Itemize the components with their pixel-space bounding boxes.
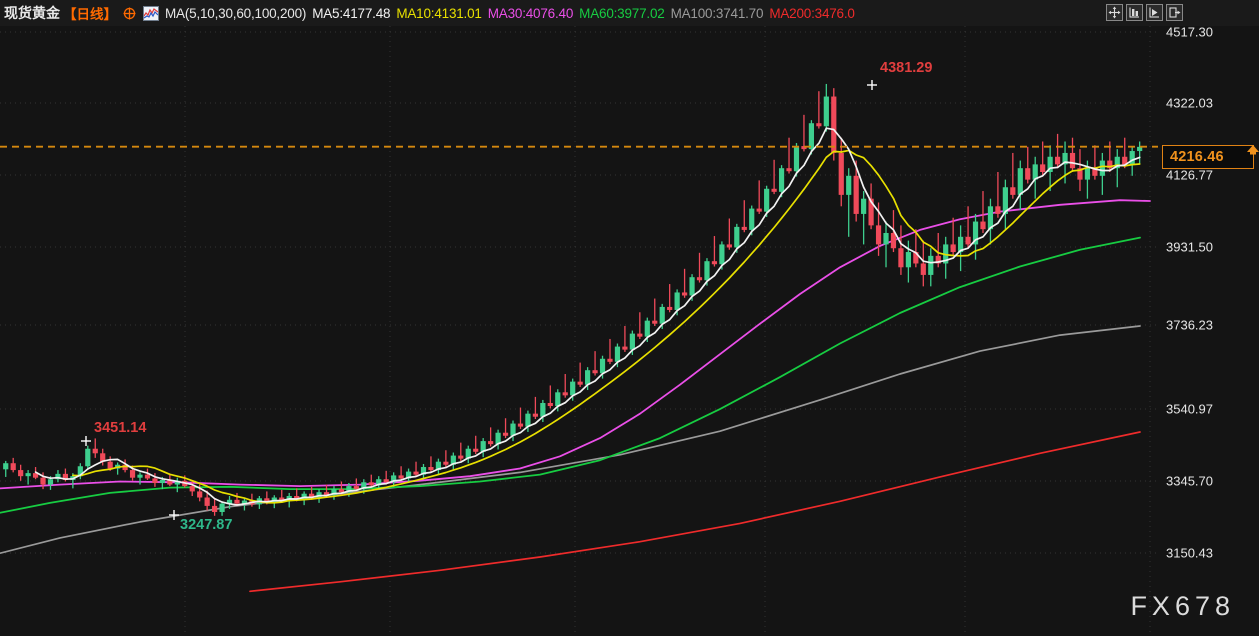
axis-tick: 3931.50 — [1166, 239, 1213, 255]
axis-tick: 3736.23 — [1166, 317, 1213, 333]
axis-tick: 4322.03 — [1166, 95, 1213, 111]
ma10-line — [72, 149, 1141, 504]
ma200-value: MA200:3476.0 — [769, 5, 855, 21]
ma100-line — [0, 325, 1141, 555]
ma10-value: MA10:4131.01 — [396, 5, 482, 21]
candlestick-svg — [0, 26, 1158, 636]
ma60-value: MA60:3977.02 — [579, 5, 665, 21]
ma5-value: MA5:4177.48 — [312, 5, 391, 21]
ma60-line — [0, 236, 1141, 514]
ma30-line — [0, 199, 1151, 490]
axis-tick: 4517.30 — [1166, 24, 1213, 40]
ma5-line — [34, 127, 1141, 506]
grid-lines — [0, 26, 1158, 636]
ma200-line — [249, 431, 1141, 593]
symbol-block[interactable]: 现货黄金 【日线】 — [0, 3, 159, 23]
chart-toolbar — [1106, 4, 1183, 21]
ma30-value: MA30:4076.40 — [487, 5, 574, 21]
crosshair-circle-icon[interactable] — [123, 7, 136, 20]
high-annotation-global: 4381.29 — [880, 60, 933, 76]
ma100-value: MA100:3741.70 — [670, 5, 764, 21]
axis-tick: 3345.70 — [1166, 473, 1213, 489]
pan-move-button[interactable] — [1106, 4, 1123, 21]
align-right-button[interactable] — [1146, 4, 1163, 21]
high-annotation-left: 3451.14 — [94, 420, 147, 436]
chart-plot-area[interactable] — [0, 26, 1158, 636]
symbol-period: 【日线】 — [63, 7, 117, 23]
symbol-name: 现货黄金 — [4, 6, 60, 22]
current-price-badge[interactable]: 4216.46 — [1162, 145, 1254, 169]
axis-tick: 3540.97 — [1166, 401, 1213, 417]
price-arrow-marker — [1246, 142, 1259, 161]
chart-thumbnail-icon[interactable] — [143, 5, 159, 21]
low-annotation-left: 3247.87 — [180, 517, 233, 533]
watermark-fx678: FX678 — [1130, 591, 1235, 621]
ma-config-label: MA(5,10,30,60,100,200) — [165, 5, 307, 21]
price-axis[interactable]: 4517.30 4322.03 4126.77 3931.50 3736.23 … — [1158, 24, 1259, 636]
extreme-markers — [81, 80, 877, 520]
axis-tick: 3150.43 — [1166, 545, 1213, 561]
align-left-button[interactable] — [1126, 4, 1143, 21]
candles — [3, 83, 1143, 516]
chart-header: 现货黄金 【日线】 MA(5,10,30,60,100,200) MA5:417… — [0, 0, 1259, 26]
axis-tick: 4126.77 — [1166, 167, 1213, 183]
jump-to-latest-button[interactable] — [1166, 4, 1183, 21]
